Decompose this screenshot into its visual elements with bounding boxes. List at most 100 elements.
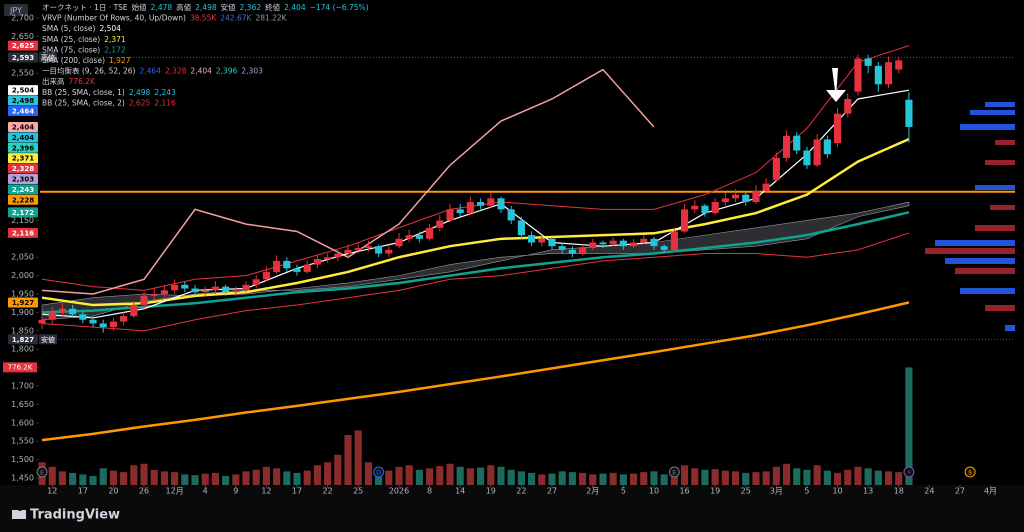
- candle-body: [670, 231, 678, 250]
- candle-body: [772, 157, 780, 180]
- volume-bar: [895, 472, 903, 485]
- legend-entry: VRVP (Number Of Rows, 40, Up/Down) 38.55K…: [42, 14, 288, 23]
- candle-body: [344, 249, 352, 254]
- candle-body: [375, 246, 383, 254]
- candle-body: [640, 238, 648, 243]
- candle-body: [762, 183, 770, 191]
- volume-bar: [579, 472, 587, 485]
- event-label: E: [40, 469, 44, 477]
- volume-bar: [354, 430, 362, 485]
- candle-body: [334, 253, 342, 258]
- event-marker: [373, 466, 385, 478]
- volume-bar: [833, 472, 842, 485]
- candle-body: [436, 220, 444, 228]
- volume-bar: [477, 467, 485, 485]
- candle-body: [313, 259, 321, 265]
- volume-bar: [650, 471, 658, 485]
- volume-bar: [701, 469, 709, 485]
- legend-value: 2,464: [139, 67, 161, 76]
- volume-bar: [752, 472, 760, 485]
- price-note-box: [39, 334, 57, 345]
- event-marker: [964, 466, 976, 478]
- legend-name: BB (25, SMA, close, 1): [42, 88, 125, 97]
- x-tick-label: 8: [427, 487, 432, 496]
- price-label: 2,504: [12, 87, 34, 95]
- legend-value: 2,498: [195, 3, 217, 12]
- volume-bar: [334, 454, 342, 485]
- y-tick-label: 1,650: [11, 400, 34, 409]
- candle-body: [589, 242, 597, 249]
- x-tick-label: 2月: [586, 487, 599, 496]
- legend-entry: BB (25, SMA, close, 2) 2,625 2,116: [42, 98, 176, 107]
- legend-entry: 出来高 776.2K: [42, 76, 96, 86]
- legend-value: 242.67K: [220, 14, 252, 23]
- legend-value: 2,172: [104, 45, 126, 54]
- x-tick-label: 19: [710, 487, 720, 496]
- legend-value: 始値: [132, 2, 147, 12]
- legend-name: 出来高: [42, 76, 65, 86]
- candle-body: [711, 202, 719, 214]
- price-label: 2,404: [12, 123, 34, 131]
- y-tick-label: 1,600: [11, 418, 34, 427]
- volume-bar: [242, 471, 250, 485]
- volume-bar: [344, 434, 352, 485]
- legend-value: −174 (−6.75%): [310, 3, 369, 12]
- price-label-box: [8, 227, 38, 238]
- candle-body: [38, 319, 46, 324]
- candle-body: [79, 314, 87, 320]
- volume-bar: [69, 472, 77, 485]
- price-note: 安値: [41, 335, 55, 344]
- candle-body: [293, 268, 301, 272]
- candle-body: [150, 294, 158, 296]
- volume-bar: [252, 469, 260, 485]
- legend-value: 2,498: [129, 88, 151, 97]
- candle-body: [579, 248, 587, 254]
- candle-body: [171, 284, 179, 291]
- legend-name: SMA (75, close): [42, 45, 100, 54]
- volume-bar: [742, 472, 750, 485]
- candle-body: [456, 209, 464, 214]
- price-label-box: [8, 163, 38, 174]
- candle-body: [609, 240, 617, 245]
- legend-value: 2,243: [154, 88, 176, 97]
- candle-body: [58, 308, 67, 313]
- currency-box: [4, 4, 28, 16]
- candle-body: [160, 290, 168, 295]
- legend-entry: BB (25, SMA, close, 1) 2,498 2,243: [42, 88, 176, 97]
- volume-bar: [140, 463, 148, 485]
- price-label: 2,172: [12, 209, 34, 217]
- candle-body: [405, 235, 413, 239]
- price-label-box: [8, 105, 38, 116]
- volume-bar: [303, 470, 311, 485]
- event-label: D: [376, 469, 381, 477]
- candle-body: [252, 279, 260, 285]
- legend-entry: オークネット · 1日 · TSE 始値 2,478 高値 2,498 安値 2,362 終値…: [42, 2, 369, 12]
- candle-body: [426, 227, 434, 239]
- arrow: [826, 68, 846, 102]
- volume-bar: [415, 469, 423, 485]
- y-tick-label: 1,700: [11, 382, 34, 391]
- volume-bar: [89, 475, 97, 485]
- price-label: 2,116: [12, 229, 34, 237]
- volume-bar: [211, 472, 219, 485]
- candle-body: [364, 246, 372, 249]
- x-tick-label: 12: [47, 487, 57, 496]
- volume-bar: [793, 468, 801, 485]
- candle-body: [324, 257, 332, 260]
- candle-body: [752, 190, 760, 203]
- volume-bar: [568, 472, 576, 485]
- volume-bar: [517, 471, 525, 485]
- volume-bar: [58, 471, 67, 485]
- price-label: 1,927: [12, 299, 34, 307]
- volume-bar: [854, 466, 862, 485]
- indicator-line: [41, 301, 910, 442]
- candle-body: [201, 290, 209, 293]
- price-label-box: [8, 52, 38, 63]
- logo: [12, 507, 26, 519]
- candle-body: [650, 238, 658, 247]
- legend-value: 2,362: [240, 3, 262, 12]
- volume-bar: [293, 472, 301, 485]
- x-tick-label: 4: [203, 487, 208, 496]
- volume-bar: [823, 470, 831, 485]
